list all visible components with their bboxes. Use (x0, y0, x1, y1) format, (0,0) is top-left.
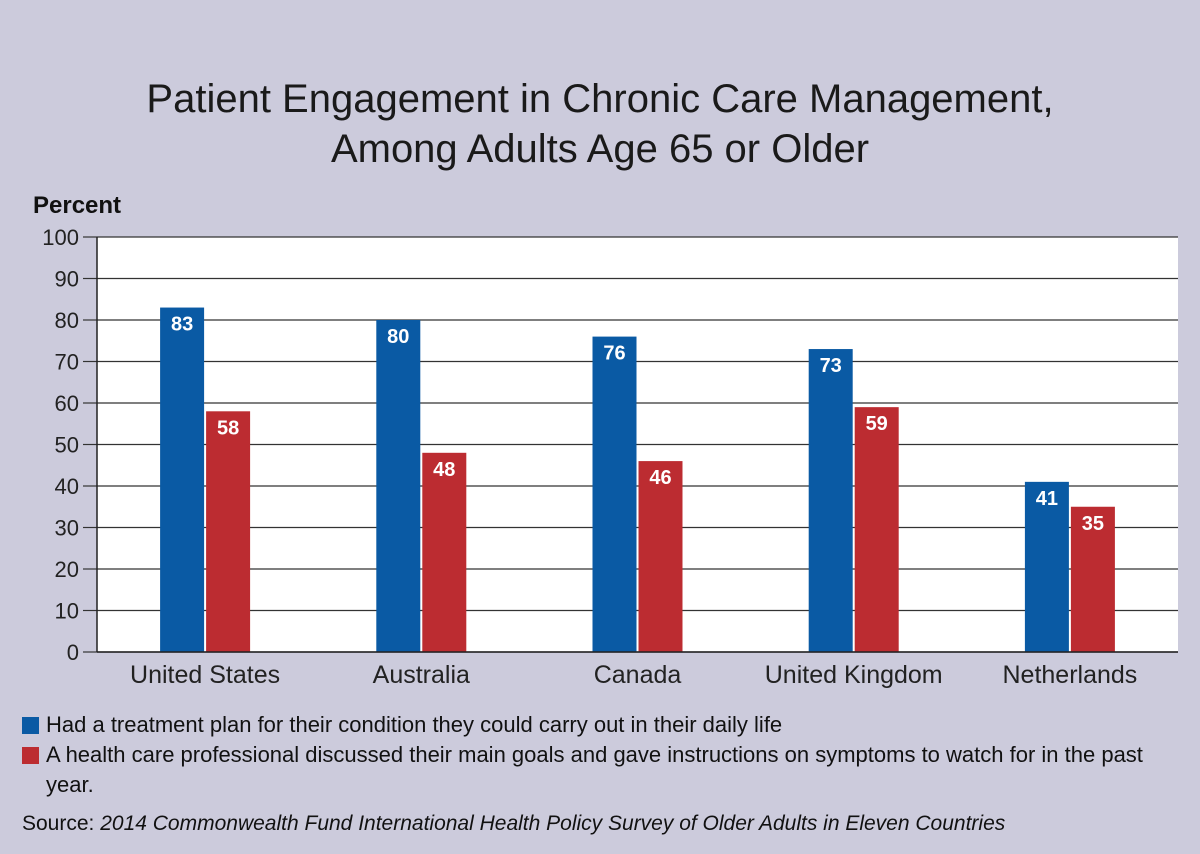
y-tick-label: 10 (55, 599, 79, 624)
bar (854, 407, 899, 652)
y-tick-label: 30 (55, 516, 79, 541)
chart-title-line-2: Among Adults Age 65 or Older (330, 127, 870, 171)
chart-title-line-1: Patient Engagement in Chronic Care Manag… (146, 77, 1054, 121)
data-label: 59 (866, 413, 888, 435)
data-label: 58 (217, 417, 239, 439)
bar (206, 411, 251, 652)
legend-label-series-1: Had a treatment plan for their condition… (46, 712, 783, 737)
source-title: 2014 Commonwealth Fund International Hea… (100, 812, 1006, 835)
legend-swatch-series-1 (22, 717, 39, 734)
y-tick-label: 90 (55, 267, 79, 292)
bar (422, 452, 467, 652)
legend-item-series-2: A health care professional discussed the… (22, 740, 1182, 800)
y-tick-label: 70 (55, 350, 79, 375)
x-tick-label: United Kingdom (765, 661, 943, 689)
y-axis-label: Percent (33, 192, 121, 219)
y-tick-label: 50 (55, 433, 79, 458)
data-label: 35 (1082, 513, 1104, 535)
data-label: 48 (433, 459, 455, 481)
y-tick-label: 80 (55, 308, 79, 333)
bar (808, 349, 853, 652)
legend-label-series-2: A health care professional discussed the… (46, 742, 1143, 797)
x-tick-label: Canada (594, 661, 682, 689)
legend-swatch-series-2 (22, 747, 39, 764)
data-label: 83 (171, 314, 193, 336)
legend: Had a treatment plan for their condition… (22, 710, 1182, 800)
data-label: 46 (649, 467, 671, 489)
bar (638, 461, 683, 652)
data-label: 80 (387, 326, 409, 348)
bar (592, 336, 637, 652)
source-note: Source: 2014 Commonwealth Fund Internati… (22, 812, 1005, 836)
bar-chart: Percent 0 10 20 30 40 50 60 70 80 90 100 83 58 United… (33, 192, 1178, 689)
y-tick-label: 0 (67, 640, 79, 665)
bar (160, 307, 205, 652)
bar (1070, 506, 1115, 652)
bar (376, 320, 421, 652)
chart-title: Patient Engagement in Chronic Care Manag… (0, 74, 1200, 174)
x-tick-label: Australia (373, 661, 470, 689)
x-tick-label: Netherlands (1002, 661, 1137, 689)
x-tick-label: United States (130, 661, 280, 689)
bar (1024, 481, 1069, 652)
plot-area: 0 10 20 30 40 50 60 70 80 90 100 83 58 United States 8… (42, 225, 1178, 689)
data-label: 41 (1036, 488, 1058, 510)
data-label: 76 (603, 343, 625, 365)
y-tick-label: 60 (55, 391, 79, 416)
source-prefix: Source: (22, 812, 101, 835)
data-label: 73 (820, 355, 842, 377)
y-tick-label: 40 (55, 474, 79, 499)
y-tick-label: 20 (55, 557, 79, 582)
legend-item-series-1: Had a treatment plan for their condition… (22, 710, 1182, 740)
y-tick-label: 100 (42, 225, 79, 250)
